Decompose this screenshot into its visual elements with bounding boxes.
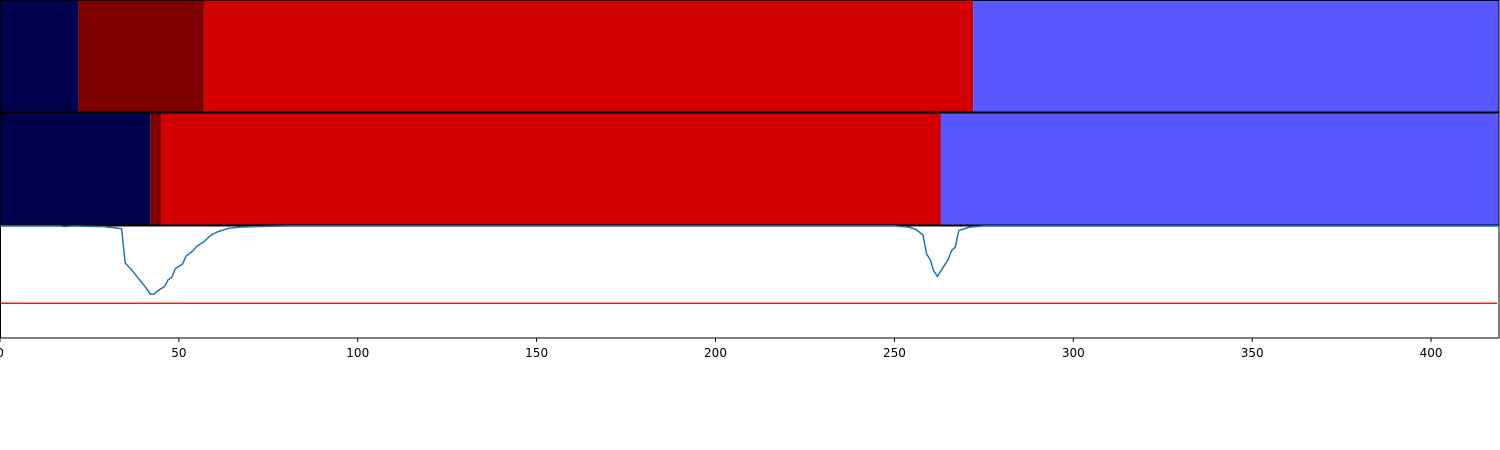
track-1-segment-4	[973, 0, 1499, 112]
track-2-segment-4	[940, 113, 1499, 225]
track-1-segment-1	[0, 0, 79, 112]
x-tick-label-150: 150	[525, 346, 548, 360]
x-axis: 0 50 100 150 200 250 300 350 400	[0, 338, 1442, 360]
track-2-segment-1	[0, 113, 151, 225]
x-tick-label-350: 350	[1241, 346, 1264, 360]
curve-panel	[0, 225, 1500, 339]
track-2-segment-3	[160, 113, 941, 225]
x-tick-label-250: 250	[883, 346, 906, 360]
x-tick-label-100: 100	[346, 346, 369, 360]
x-tick-label-200: 200	[704, 346, 727, 360]
x-tick-label-0: 0	[0, 346, 4, 360]
x-tick-label-400: 400	[1420, 346, 1443, 360]
track-1-segment-2	[78, 0, 204, 112]
segment-tracks	[0, 0, 1500, 226]
track-1-frame	[0, 0, 1500, 113]
curve-line	[0, 225, 1499, 296]
x-tick-label-50: 50	[171, 346, 186, 360]
track-2-frame	[0, 112, 1500, 226]
x-tick-label-300: 300	[1062, 346, 1085, 360]
track-1-segment-3	[203, 0, 974, 112]
curve-panel-frame	[0, 225, 1500, 339]
track-2-segment-2	[150, 113, 161, 225]
